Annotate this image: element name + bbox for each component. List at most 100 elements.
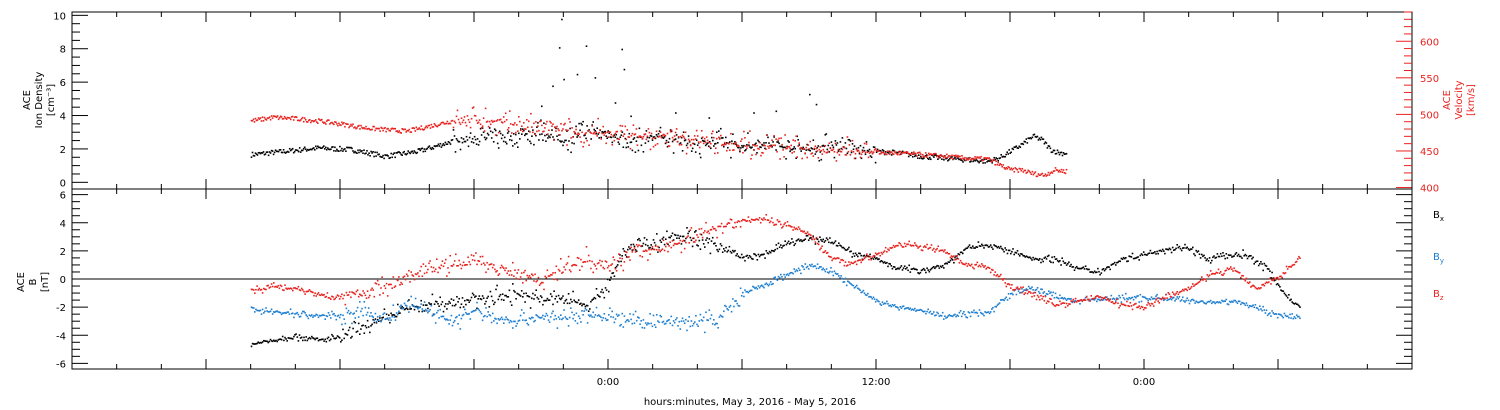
density-point: [705, 143, 708, 145]
velocity-point: [459, 123, 462, 126]
density-axis-label: [cm⁻³]: [46, 84, 57, 116]
by-point: [499, 318, 502, 320]
bz-point: [335, 296, 338, 298]
by-point: [566, 318, 569, 320]
velocity-point: [604, 132, 606, 134]
density-point: [983, 158, 985, 161]
by-point: [652, 314, 655, 317]
bz-point: [803, 230, 805, 233]
velocity-point: [723, 144, 725, 146]
by-point: [1106, 296, 1108, 298]
density-point: [320, 147, 322, 149]
bx-point: [663, 243, 666, 246]
bz-point: [342, 297, 344, 300]
bz-point: [433, 270, 436, 273]
by-point: [510, 320, 513, 323]
bz-point: [531, 273, 533, 275]
bx-point: [872, 258, 875, 260]
velocity-point: [761, 151, 763, 154]
bz-point: [523, 271, 525, 274]
bx-point: [475, 295, 477, 297]
bx-point: [742, 256, 744, 259]
bx-point: [327, 336, 330, 339]
bx-point: [1130, 256, 1133, 258]
bx-point: [1096, 271, 1098, 273]
density-point: [436, 145, 439, 147]
bx-point: [529, 307, 532, 309]
density-point: [1016, 147, 1019, 149]
velocity-point: [308, 119, 310, 122]
by-point: [1062, 298, 1065, 300]
velocity-point: [362, 127, 364, 130]
by-point: [1130, 297, 1133, 299]
bx-point: [1053, 256, 1056, 258]
bz-point: [956, 255, 958, 257]
by-point: [361, 307, 363, 310]
bz-point: [985, 268, 987, 270]
by-point: [841, 277, 843, 280]
by-point: [1251, 305, 1253, 308]
velocity-point: [691, 142, 694, 145]
bx-point: [1167, 248, 1170, 251]
velocity-point: [516, 124, 518, 126]
velocity-point: [618, 138, 621, 141]
by-point: [1048, 290, 1050, 292]
bx-point: [298, 334, 301, 336]
by-point: [1207, 300, 1210, 303]
by-point: [419, 306, 421, 308]
by-point: [332, 313, 334, 316]
bz-point: [549, 273, 552, 276]
bx-point: [1252, 256, 1254, 259]
by-point: [742, 291, 744, 294]
velocity-point: [560, 123, 562, 125]
density-point: [557, 138, 559, 141]
by-point: [1205, 302, 1207, 305]
density-point: [261, 152, 264, 154]
by-point: [283, 312, 285, 314]
bx-point: [543, 299, 545, 302]
by-point: [895, 306, 897, 308]
velocity-axis-label: Velocity: [1454, 80, 1465, 119]
by-point: [515, 325, 517, 327]
bz-point: [909, 244, 912, 246]
by-point: [1176, 296, 1178, 298]
by-point: [312, 316, 314, 318]
velocity-point: [863, 142, 866, 145]
velocity-point: [959, 155, 961, 158]
by-point: [250, 306, 253, 308]
bx-point: [914, 268, 916, 271]
density-spike-point: [675, 112, 677, 114]
velocity-point: [1029, 171, 1032, 174]
velocity-point: [394, 127, 396, 130]
bz-point: [1187, 286, 1190, 289]
density-point: [412, 152, 415, 154]
by-point: [1001, 299, 1003, 301]
bz-point: [871, 256, 874, 259]
bz-point: [819, 248, 821, 251]
bz-point: [1112, 302, 1115, 305]
by-point: [740, 295, 743, 297]
by-point: [539, 317, 542, 319]
bx-point: [556, 301, 559, 303]
bz-point: [732, 226, 734, 229]
bx-point: [1275, 283, 1278, 286]
velocity-point: [583, 141, 585, 144]
velocity-point: [753, 149, 755, 151]
bz-point: [944, 249, 946, 251]
velocity-point: [408, 128, 411, 131]
bz-point: [1294, 261, 1297, 263]
bx-point: [1240, 255, 1242, 258]
by-point: [1045, 293, 1048, 295]
bx-point: [606, 278, 609, 281]
velocity-point: [836, 151, 839, 154]
bx-point: [1291, 301, 1293, 303]
velocity-tick-label: 400: [1420, 184, 1439, 195]
velocity-point: [917, 152, 919, 154]
velocity-point: [1012, 167, 1015, 170]
bx-point: [814, 243, 817, 245]
bz-point: [367, 296, 370, 299]
by-point: [871, 297, 874, 300]
by-point: [355, 310, 358, 312]
velocity-point: [763, 144, 765, 146]
bx-point: [465, 303, 467, 306]
